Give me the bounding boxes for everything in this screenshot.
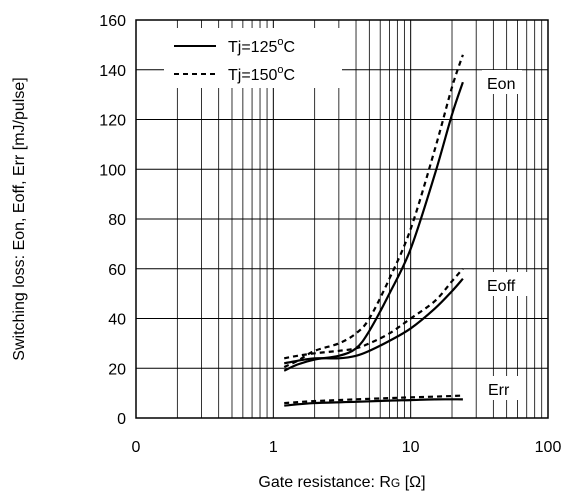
- series-eoff-150: [284, 268, 464, 360]
- y-axis-label: Switching loss: Eon, Eoff, Err [mJ/pulse…: [11, 77, 28, 360]
- y-tick-label: 100: [99, 162, 126, 179]
- y-tick-label: 120: [99, 113, 126, 130]
- y-tick-label: 20: [108, 361, 126, 378]
- y-tick-label: 160: [99, 13, 126, 30]
- eoff-label: Eoff: [487, 278, 516, 295]
- tick-labels: 0 20 40 60 80 100 120 140 160 0 1 10 100: [99, 13, 561, 456]
- x-axis-label: Gate resistance: RG [Ω]: [258, 474, 425, 491]
- series-eon-150: [283, 54, 464, 369]
- y-tick-label: 140: [99, 63, 126, 80]
- legend-label-150: Tj=150oC: [228, 64, 295, 84]
- series-eon-125: [283, 81, 464, 372]
- series-err-150: [284, 394, 463, 405]
- curve-labels: Eon Eoff Err: [482, 70, 528, 400]
- y-tick-label: 40: [108, 312, 126, 329]
- legend: Tj=125oC Tj=150oC: [164, 28, 342, 88]
- eon-label: Eon: [487, 76, 515, 93]
- x-tick-label: 100: [535, 439, 562, 456]
- plot-frame: [135, 19, 549, 419]
- x-tick-label: 0: [132, 439, 141, 456]
- legend-label-125: Tj=125oC: [228, 36, 295, 56]
- series-eoff-125: [284, 277, 464, 365]
- y-tick-label: 60: [108, 262, 126, 279]
- y-tick-label: 0: [117, 411, 126, 428]
- series-lines: [283, 54, 464, 407]
- x-tick-label: 10: [402, 439, 420, 456]
- y-tick-label: 80: [108, 212, 126, 229]
- x-tick-label: 1: [269, 439, 278, 456]
- series-err-125: [284, 398, 463, 407]
- err-label: Err: [488, 382, 510, 399]
